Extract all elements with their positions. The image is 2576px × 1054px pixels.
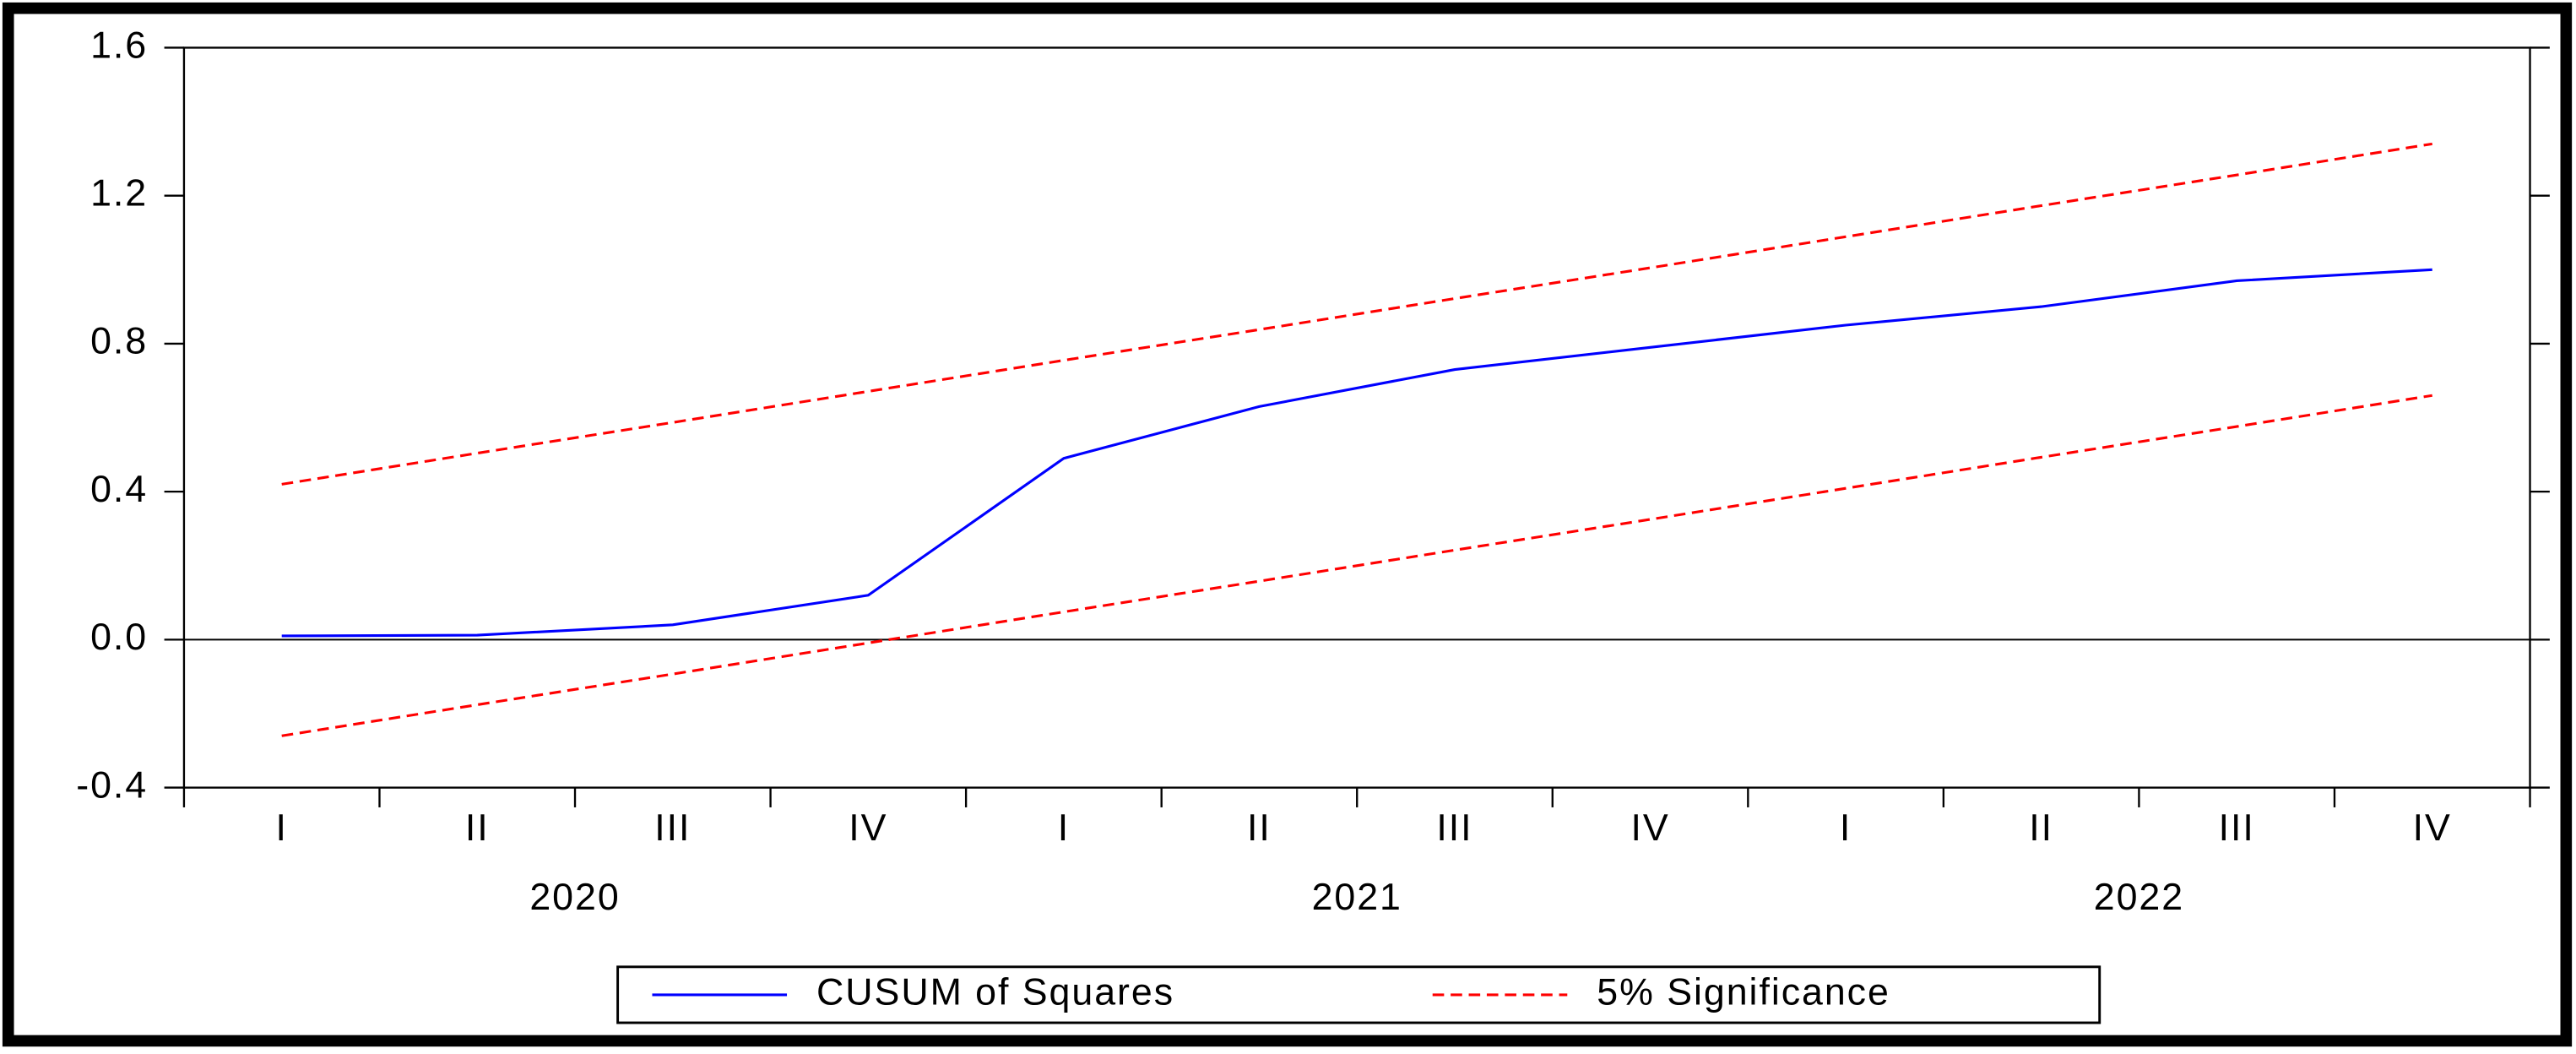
x-tick-label: IV bbox=[849, 807, 887, 849]
x-tick-label: II bbox=[465, 807, 490, 849]
y-tick-label: 1.2 bbox=[90, 172, 148, 215]
x-tick-label: II bbox=[2029, 807, 2053, 849]
series-line bbox=[281, 394, 2432, 737]
y-tick-label: 0.4 bbox=[90, 468, 148, 510]
legend-label: CUSUM of Squares bbox=[816, 971, 1174, 1013]
x-tick-label: I bbox=[1058, 807, 1070, 849]
year-label: 2021 bbox=[1312, 876, 1402, 918]
year-label: 2020 bbox=[529, 876, 620, 918]
year-label: 2022 bbox=[2094, 876, 2184, 918]
y-tick-label: 0.8 bbox=[90, 320, 148, 362]
series-line bbox=[281, 268, 2432, 638]
x-tick-label: III bbox=[2219, 807, 2255, 849]
x-tick-label: I bbox=[276, 807, 288, 849]
x-tick-label: I bbox=[1840, 807, 1852, 849]
x-tick-label: IV bbox=[1630, 807, 1669, 849]
x-tick-label: III bbox=[1436, 807, 1472, 849]
y-tick-label: -0.4 bbox=[76, 763, 148, 806]
legend bbox=[616, 965, 2101, 1024]
x-tick-label: III bbox=[654, 807, 691, 849]
legend-label: 5% Significance bbox=[1597, 971, 1890, 1013]
series-line bbox=[281, 142, 2432, 486]
x-tick-label: II bbox=[1247, 807, 1272, 849]
x-tick-label: IV bbox=[2413, 807, 2452, 849]
y-tick-label: 0.0 bbox=[90, 616, 148, 658]
y-tick-label: 1.6 bbox=[90, 24, 148, 66]
